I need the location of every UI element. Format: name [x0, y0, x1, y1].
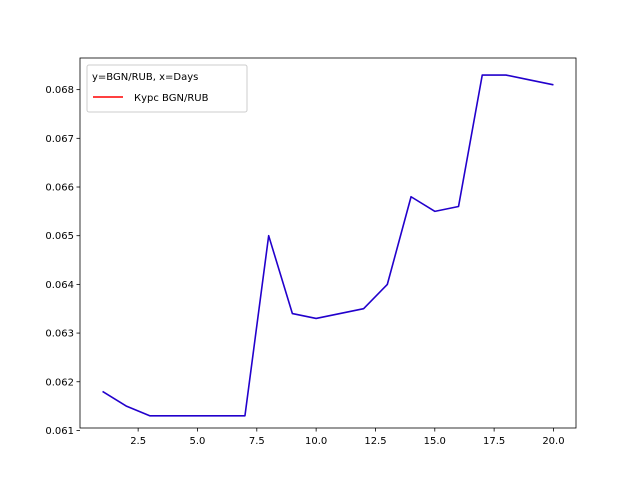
axes-frame — [79, 57, 577, 429]
x-tick-label: 10.0 — [305, 436, 327, 447]
x-tick-label: 7.5 — [249, 436, 265, 447]
legend-title: y=BGN/RUB, x=Days — [92, 72, 198, 83]
x-tick-label: 20.0 — [542, 436, 564, 447]
x-tick-label: 17.5 — [483, 436, 505, 447]
x-tick-label: 12.5 — [364, 436, 386, 447]
y-tick-label: 0.064 — [45, 280, 74, 291]
series-layer — [102, 74, 554, 417]
legend-entry-label: Курс BGN/RUB — [134, 93, 209, 104]
legend-box — [86, 64, 248, 113]
x-tick-label: 15.0 — [424, 436, 446, 447]
y-tick-label: 0.066 — [45, 183, 74, 194]
y-tick-label: 0.062 — [45, 377, 74, 388]
y-tick-label: 0.068 — [45, 85, 74, 96]
legend: y=BGN/RUB, x=Days Курс BGN/RUB — [86, 64, 248, 113]
x-axis: 2.5 5.0 7.5 10.0 12.5 15.0 17.5 20.0 — [130, 428, 565, 447]
y-tick-label: 0.063 — [45, 329, 74, 340]
x-tick-label: 2.5 — [130, 436, 146, 447]
plot-area — [80, 58, 576, 428]
y-axis: 0.061 0.062 0.063 0.064 0.065 0.066 0.067 0.068 — [45, 85, 80, 437]
x-tick-label: 5.0 — [190, 436, 206, 447]
y-tick-label: 0.067 — [45, 134, 74, 145]
y-tick-label: 0.061 — [45, 426, 74, 437]
y-tick-label: 0.065 — [45, 231, 74, 242]
series-line — [102, 74, 554, 417]
